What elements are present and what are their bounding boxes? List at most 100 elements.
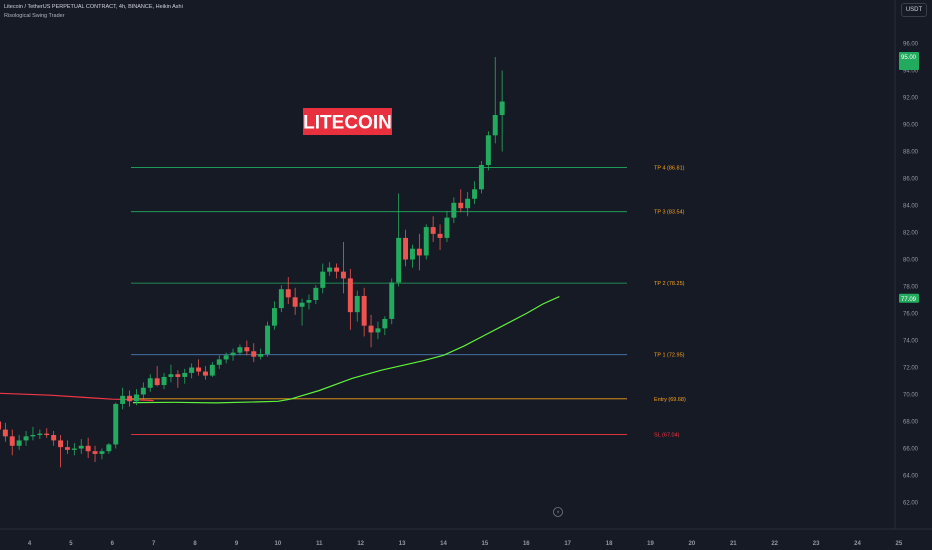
candle-body (389, 282, 395, 319)
candle (271, 301, 277, 330)
time-tick-label: 5 (69, 541, 73, 547)
candle (168, 364, 174, 383)
price-tick-label: 74.00 (903, 339, 919, 345)
candle-body (23, 436, 29, 441)
price-tick-label: 92.00 (903, 96, 919, 102)
level-label: TP 3 (83.54) (654, 210, 685, 216)
time-tick-label: 6 (111, 541, 115, 547)
candle-body (472, 189, 478, 199)
candle-body (237, 347, 243, 353)
indicator-name[interactable]: Risological Swing Trader (4, 13, 65, 19)
time-tick-label: 25 (896, 541, 903, 547)
candle (334, 263, 340, 279)
candle (327, 262, 333, 276)
candle (265, 321, 271, 357)
candle (499, 70, 505, 152)
candle-body (147, 378, 153, 388)
candle (51, 430, 57, 446)
candle (320, 263, 326, 294)
candle-body (71, 448, 77, 450)
candle-body (368, 325, 374, 333)
litecoin-banner: LITECOIN (303, 108, 392, 135)
price-tick-label: 80.00 (903, 258, 919, 264)
candle (361, 287, 367, 337)
candle-body (44, 433, 50, 435)
candle-body (465, 198, 471, 209)
candle (106, 443, 112, 454)
price-tick-label: 70.00 (903, 393, 919, 399)
candle (285, 277, 291, 305)
candle (396, 193, 402, 287)
candle-body (140, 387, 146, 395)
time-tick-label: 14 (440, 541, 447, 547)
candle-body (437, 233, 443, 238)
candle-body (9, 436, 15, 446)
currency-button[interactable]: USDT (901, 3, 927, 17)
candle-body (127, 395, 133, 402)
candle (120, 387, 126, 410)
candle-body (444, 217, 450, 238)
candle (278, 285, 284, 313)
price-axis[interactable]: 62.00 64.00 66.00 68.00 70.00 72.00 74.00 76.00… (903, 42, 919, 507)
price-tick-label: 90.00 (903, 123, 919, 129)
candle (423, 224, 429, 260)
candle-body (78, 445, 84, 449)
time-axis[interactable]: 4 5 6 7 8 9 10 11 12 13 14 15 16 17 18 19 20 21 22 23 24 25 (28, 541, 903, 547)
candle-body (313, 287, 319, 300)
candle (133, 389, 139, 406)
candle (306, 294, 312, 310)
candle (182, 368, 188, 384)
candle-body (37, 433, 43, 435)
candle (37, 429, 43, 440)
time-tick-label: 22 (771, 541, 778, 547)
candle (71, 443, 77, 456)
candle-body (299, 302, 305, 307)
candle (92, 445, 98, 462)
price-tag-label: 95.00 (901, 55, 917, 61)
time-tick-label: 19 (647, 541, 654, 547)
candle (140, 382, 146, 399)
level-label: TP 1 (72.95) (654, 353, 685, 359)
candle (223, 352, 229, 364)
candle (189, 363, 195, 379)
candle-body (485, 135, 491, 165)
banner-background (303, 108, 392, 135)
candle (478, 160, 484, 194)
price-tick-label: 84.00 (903, 204, 919, 210)
candle-body (423, 227, 429, 256)
candle (16, 435, 22, 450)
candle (313, 285, 319, 305)
candle-body (478, 165, 484, 190)
time-tick-label: 7 (152, 541, 156, 547)
price-tick-label: 82.00 (903, 231, 919, 237)
moving-average-lines (0, 296, 560, 404)
candle (354, 290, 360, 322)
candle-body (0, 421, 1, 430)
candle (58, 435, 64, 468)
grid (0, 0, 932, 530)
time-tick-label: 9 (235, 541, 239, 547)
candle-body (64, 447, 70, 450)
candle-body (285, 289, 291, 298)
price-tick-label: 96.00 (903, 42, 919, 48)
price-tick-label: 88.00 (903, 150, 919, 156)
price-tags: 95.00 77.09 (899, 52, 919, 303)
candle-body (230, 352, 236, 356)
candle-body (251, 351, 257, 357)
level-label: Entry (69.68) (654, 397, 686, 403)
price-tick-label: 94.00 (903, 69, 919, 75)
candle-body (409, 248, 415, 260)
price-tag-label: 77.09 (901, 297, 917, 303)
time-tick-label: 16 (523, 541, 530, 547)
time-tick-label: 20 (689, 541, 696, 547)
candle (409, 244, 415, 268)
candle (113, 402, 119, 449)
candle-body (334, 267, 340, 272)
candle-body (258, 354, 264, 357)
candle-body (120, 395, 126, 404)
candle (147, 374, 153, 392)
level-label: SL (67.04) (654, 432, 680, 438)
lightning-icon[interactable] (553, 507, 563, 517)
time-tick-label: 18 (606, 541, 613, 547)
